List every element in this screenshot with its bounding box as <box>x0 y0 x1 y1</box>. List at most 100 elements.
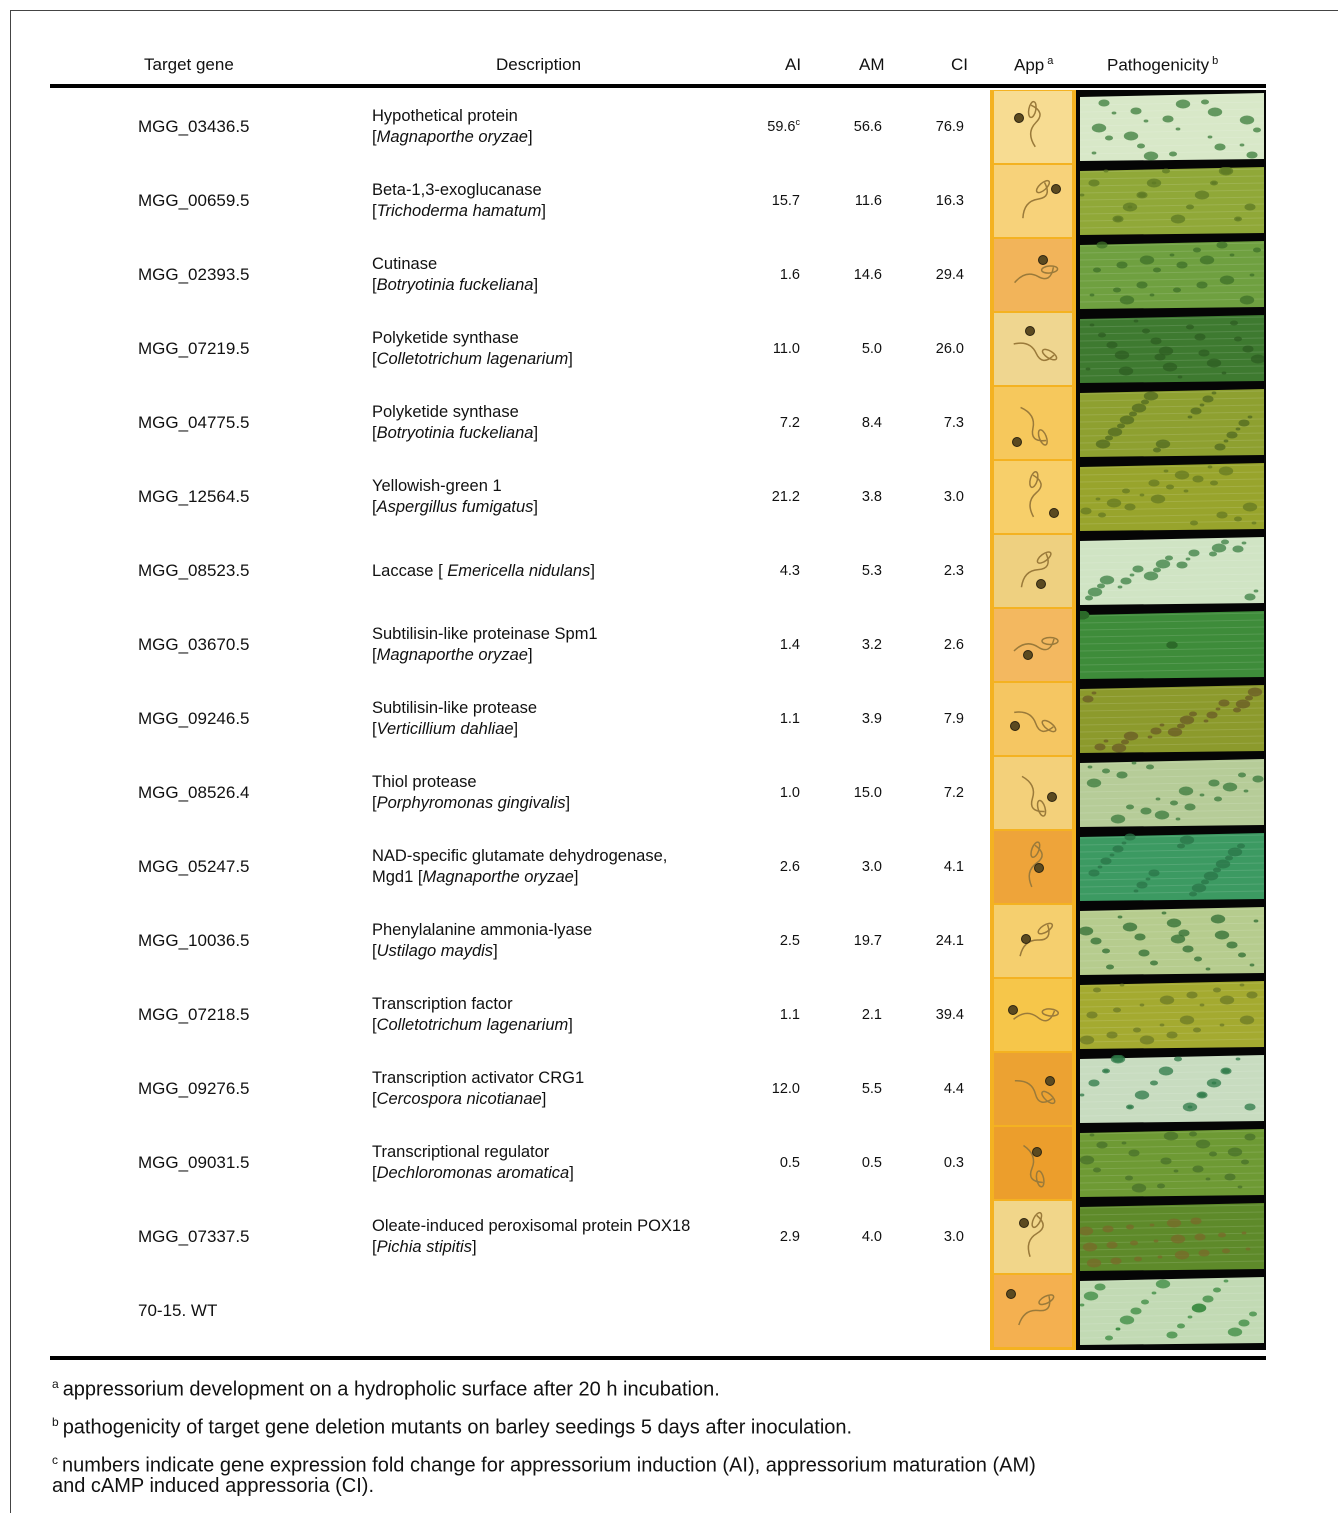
species-suffix: ] <box>527 128 533 146</box>
leaf-photo <box>1080 907 1264 975</box>
ai-value: 12.0 <box>740 1052 800 1126</box>
appressorium-image <box>994 387 1072 459</box>
species-prefix: [ <box>372 720 377 738</box>
leaf-photo <box>1080 241 1264 309</box>
leaf-pathogenicity-image <box>1080 315 1264 383</box>
table-row: MGG_08526.4 Thiol protease [Porphyromonas … <box>0 756 1338 830</box>
appressorium-micrograph <box>994 387 1072 459</box>
header-pathogenicity-mark: b <box>1212 55 1219 67</box>
footnote-b: b pathogenicity of target gene deletion m… <box>52 1410 852 1440</box>
am-value: 3.2 <box>861 637 882 653</box>
species-prefix: [ <box>372 1164 377 1182</box>
header-pathogenicity: Pathogenicity b <box>1107 55 1218 76</box>
species-suffix: ] <box>573 868 579 886</box>
am-value: 5.5 <box>861 1081 882 1097</box>
ai-value: 15.7 <box>740 164 800 238</box>
leaf-pathogenicity-image <box>1080 833 1264 901</box>
gene-id: MGG_12564.5 <box>138 487 250 506</box>
species-suffix: ] <box>565 794 571 812</box>
ai-value: 1.4 <box>740 608 800 682</box>
description-line: NAD-specific glutamate dehydrogenase, <box>372 847 668 865</box>
species-prefix: [ <box>372 498 377 516</box>
ai-value: 2.9 <box>740 1200 800 1274</box>
appressorium-image <box>994 1053 1072 1125</box>
species-prefix: [ <box>372 1016 377 1034</box>
ai-value: 4.3 <box>740 534 800 608</box>
header-description: Description <box>496 55 582 74</box>
appressorium-image <box>994 165 1072 237</box>
leaf-photo <box>1080 1277 1264 1345</box>
gene-description: Laccase [ Emericella nidulans] <box>372 534 595 608</box>
species-suffix: ] <box>590 561 595 580</box>
footnote-a-text: appressorium development on a hydropholi… <box>62 1378 720 1401</box>
appressorium-micrograph <box>994 535 1072 607</box>
header-app: App a <box>1014 55 1053 76</box>
leaf-photo <box>1080 315 1264 383</box>
appressorium-micrograph <box>994 1053 1072 1125</box>
footnote-c-mark: c <box>52 1453 58 1467</box>
ci-value: 2.3 <box>943 563 964 579</box>
table-row: 70-15. WT <box>0 1274 1338 1348</box>
footnote-c-text: numbers indicate gene expression fold ch… <box>62 1454 1036 1477</box>
ai-number: 11.0 <box>772 341 800 357</box>
gene-description: Transcription activator CRG1 [Cercospora … <box>372 1052 584 1126</box>
species-suffix: ] <box>569 1164 574 1182</box>
gene-id: MGG_09276.5 <box>138 1079 250 1098</box>
species-suffix: ] <box>527 646 533 664</box>
am-value: 5.3 <box>861 563 882 579</box>
description-line: Beta-1,3-exoglucanase <box>372 181 542 199</box>
ai-number: 2.5 <box>779 933 800 949</box>
appressorium-micrograph <box>994 1201 1072 1273</box>
gene-id: MGG_07337.5 <box>138 1227 250 1246</box>
species-name: Emericella nidulans <box>447 561 591 580</box>
species-suffix: ] <box>533 424 539 442</box>
species-name: Dechloromonas aromatica <box>376 1164 570 1182</box>
leaf-photo <box>1080 685 1264 753</box>
ai-value: 1.1 <box>740 978 800 1052</box>
leaf-pathogenicity-image <box>1080 1203 1264 1271</box>
ci-value: 39.4 <box>935 1007 964 1023</box>
table-row: MGG_09276.5 Transcription activator CRG1 [… <box>0 1052 1338 1126</box>
leaf-photo <box>1080 537 1264 605</box>
species-name: Verticillium dahliae <box>376 720 514 738</box>
table-row: MGG_07337.5 Oleate-induced peroxisomal pr… <box>0 1200 1338 1274</box>
leaf-pathogenicity-image <box>1080 611 1264 679</box>
ai-value: 1.6 <box>740 238 800 312</box>
gene-description: Cutinase [Botryotinia fuckeliana] <box>372 238 538 312</box>
species-name: Botryotinia fuckeliana <box>376 276 534 294</box>
appressorium-image <box>994 91 1072 163</box>
appressorium-image <box>994 609 1072 681</box>
leaf-pathogenicity-image <box>1080 907 1264 975</box>
table-row: MGG_03436.5 Hypothetical protein [Magnapor… <box>0 90 1338 164</box>
leaf-pathogenicity-image <box>1080 981 1264 1049</box>
description-line: Oleate-induced peroxisomal protein POX18 <box>372 1217 691 1235</box>
leaf-photo <box>1080 93 1264 161</box>
am-value: 15.0 <box>853 785 882 801</box>
description-species-line: [Dechloromonas aromatica] <box>372 1163 574 1184</box>
description-species-line: [Porphyromonas gingivalis] <box>372 793 570 814</box>
gene-description: Hypothetical protein [Magnaporthe oryzae] <box>372 90 533 164</box>
species-suffix: ] <box>513 720 519 738</box>
description-species-line: Mgd1 [Magnaporthe oryzae] <box>372 867 667 888</box>
ci-value: 0.3 <box>943 1155 964 1171</box>
ci-value: 7.9 <box>943 711 964 727</box>
leaf-photo <box>1080 1129 1264 1197</box>
appressorium-image <box>994 1275 1072 1347</box>
gene-description: Yellowish-green 1 [Aspergillus fumigatus] <box>372 460 538 534</box>
gene-id: MGG_04775.5 <box>138 413 250 432</box>
species-suffix: ] <box>533 498 539 516</box>
ai-value: 1.1 <box>740 682 800 756</box>
appressorium-image <box>994 239 1072 311</box>
leaf-pathogenicity-image <box>1080 1129 1264 1197</box>
gene-id: MGG_00659.5 <box>138 191 250 210</box>
species-name: Colletotrichum lagenarium <box>376 1016 569 1034</box>
footnote-b-text: pathogenicity of target gene deletion mu… <box>62 1416 853 1439</box>
description-species-line: [Colletotrichum lagenarium] <box>372 1015 573 1036</box>
species-suffix: ] <box>568 350 573 368</box>
header-am: AM <box>859 55 885 74</box>
leaf-pathogenicity-image <box>1080 759 1264 827</box>
table-row: MGG_02393.5 Cutinase [Botryotinia fuckelia… <box>0 238 1338 312</box>
table-row: MGG_07219.5 Polyketide synthase [Colletotr… <box>0 312 1338 386</box>
gene-id: MGG_09031.5 <box>138 1153 250 1172</box>
ai-number: 1.6 <box>779 267 800 283</box>
